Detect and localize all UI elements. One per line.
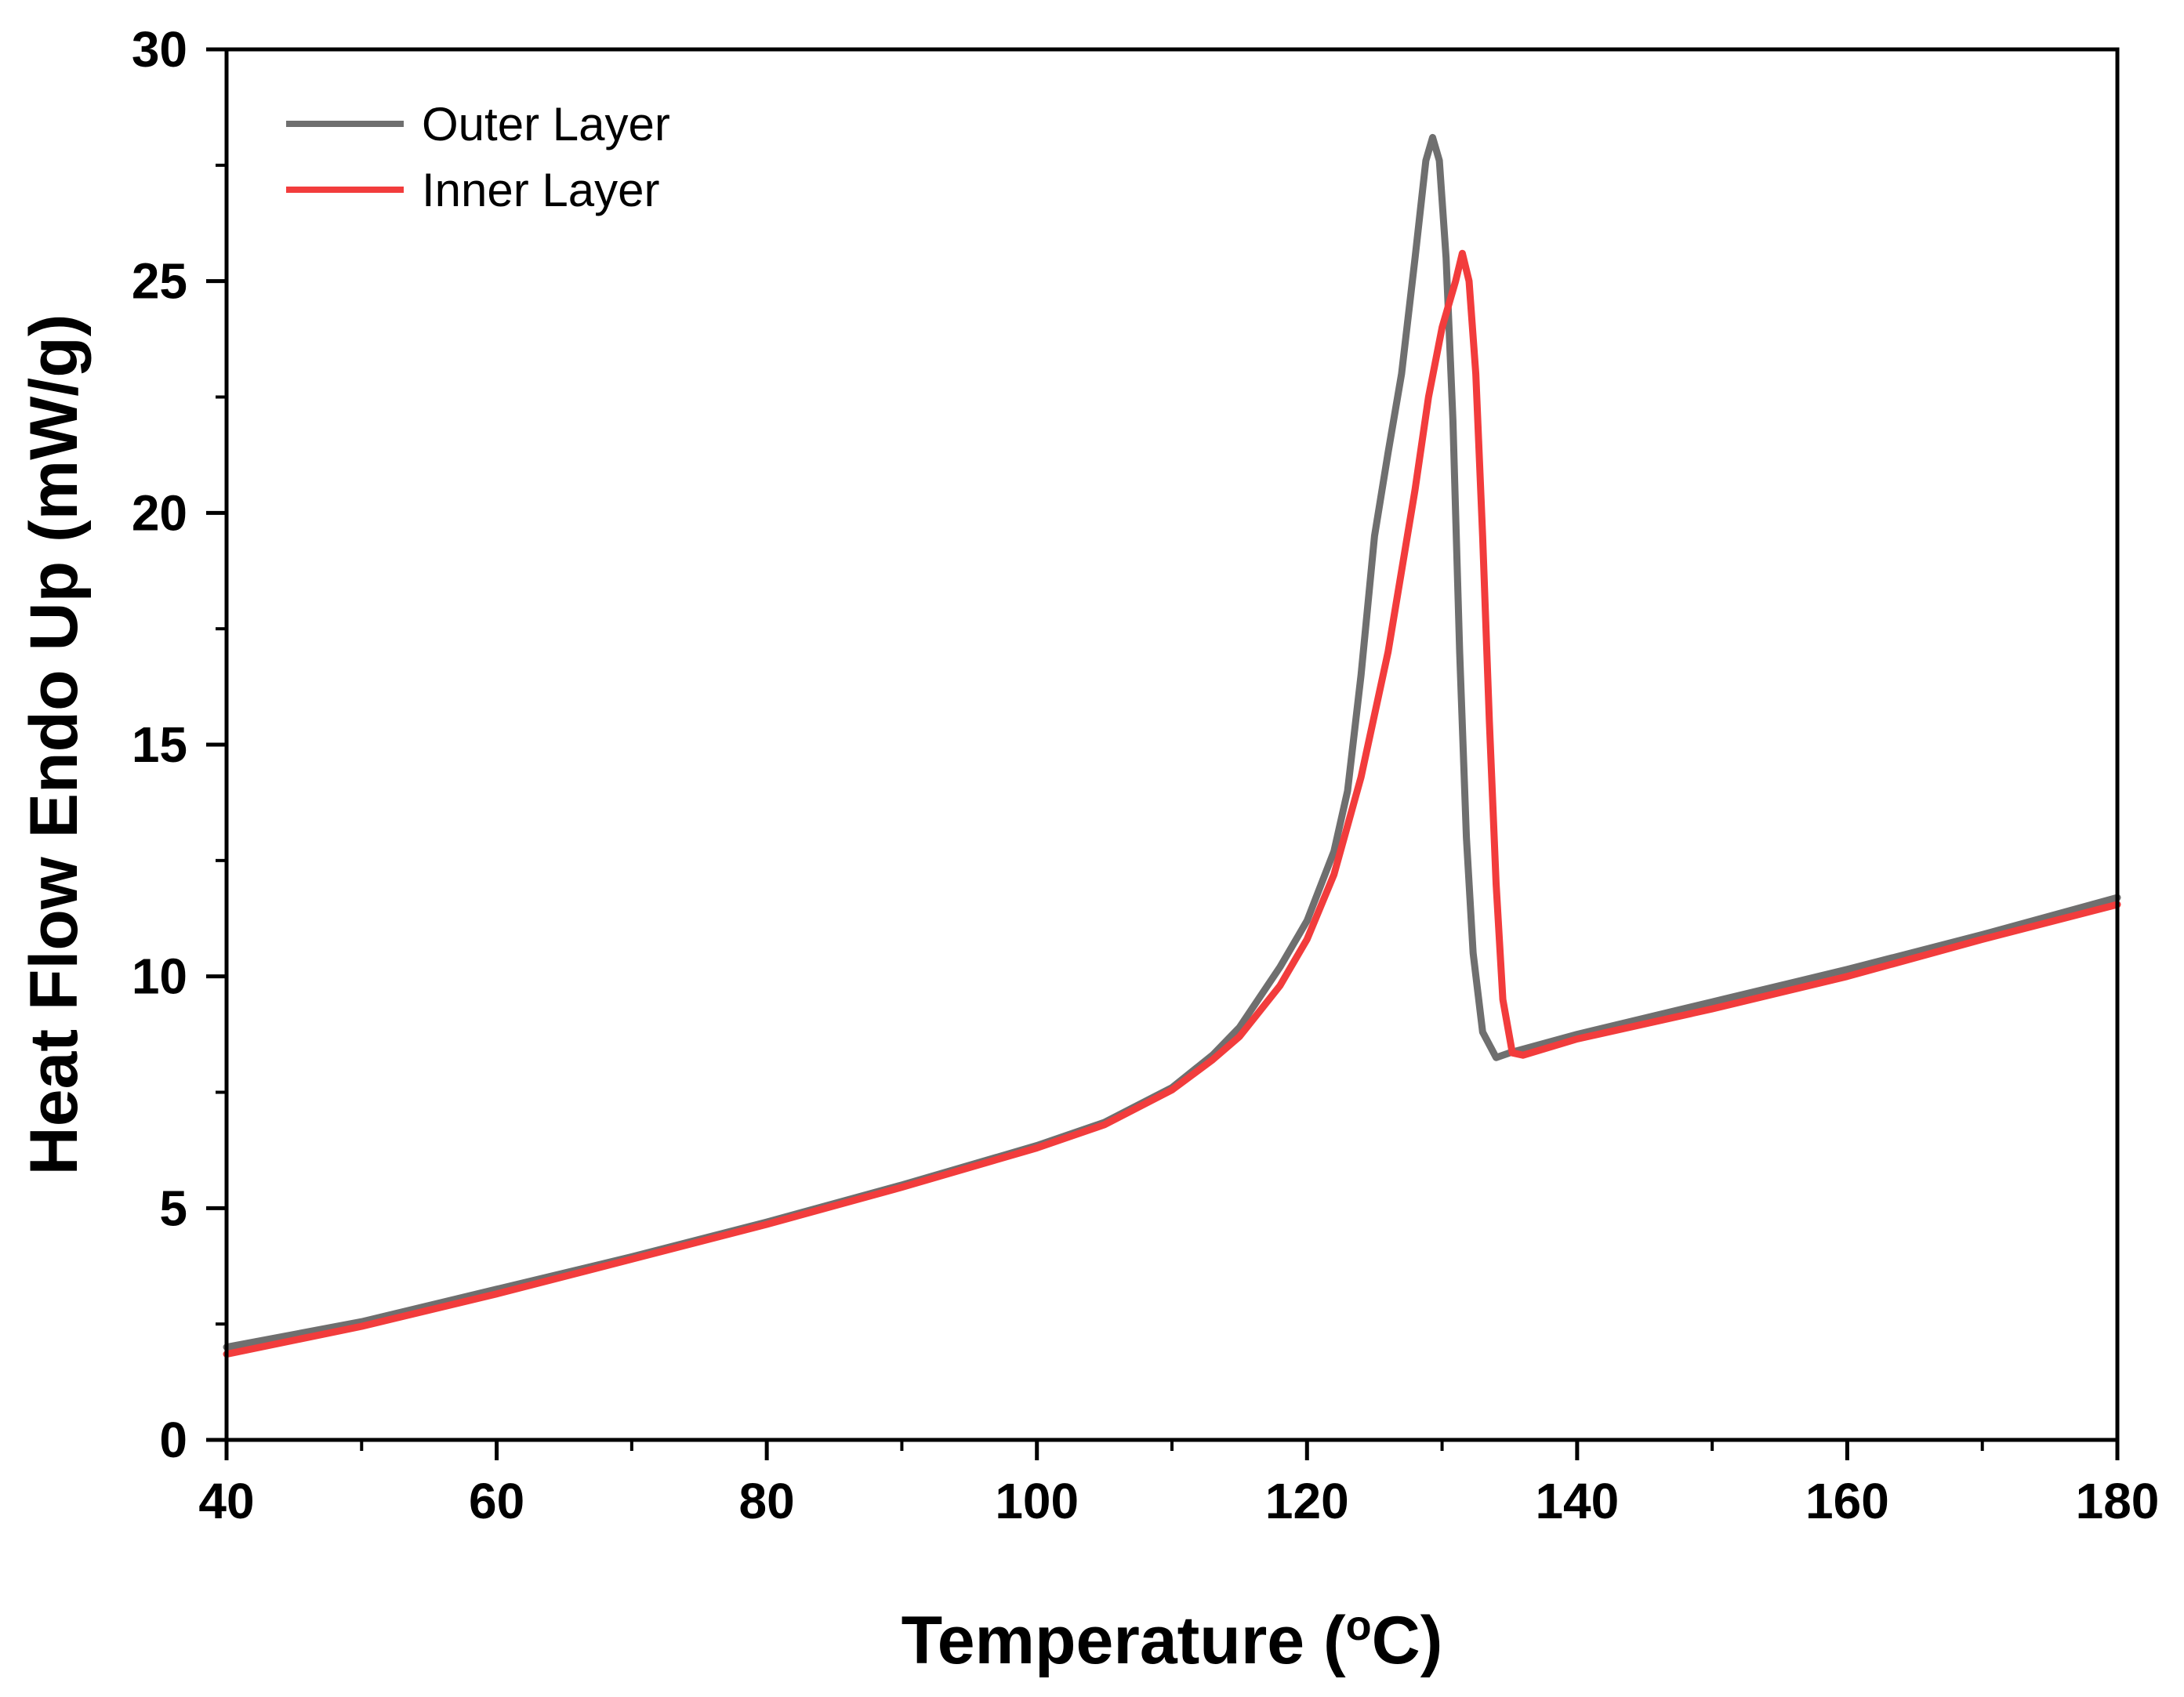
- legend: Outer Layer Inner Layer: [286, 98, 670, 216]
- legend-label-1: Inner Layer: [422, 164, 660, 216]
- y-tick-label-10: 10: [132, 948, 187, 1005]
- x-tick-label-100: 100: [995, 1473, 1079, 1529]
- y-tick-label-15: 15: [132, 716, 187, 773]
- series-line-outer-layer: [223, 133, 2121, 1351]
- y-tick-label-0: 0: [159, 1412, 187, 1468]
- x-tick-label-60: 60: [469, 1473, 524, 1529]
- x-tick-label-140: 140: [1535, 1473, 1619, 1529]
- y-tick-label-25: 25: [132, 253, 187, 310]
- y-tick-label-5: 5: [159, 1180, 187, 1236]
- series-line-inner-layer: [223, 249, 2121, 1358]
- legend-label-0: Outer Layer: [422, 98, 670, 150]
- x-axis-title: Temperature (oC): [902, 1602, 1443, 1678]
- x-tick-label-80: 80: [739, 1473, 795, 1529]
- plot-frame: [224, 47, 2120, 1442]
- y-tick-label-30: 30: [132, 21, 187, 78]
- x-tick-label-160: 160: [1805, 1473, 1889, 1529]
- x-tick-label-180: 180: [2076, 1473, 2160, 1529]
- x-tick-label-120: 120: [1265, 1473, 1349, 1529]
- y-axis-title: Heat Flow Endo Up (mW/g): [16, 314, 92, 1176]
- y-tick-label-20: 20: [132, 484, 187, 541]
- x-tick-label-40: 40: [198, 1473, 254, 1529]
